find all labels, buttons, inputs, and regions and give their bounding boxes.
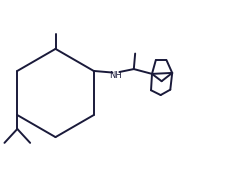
Text: NH: NH — [109, 71, 122, 80]
